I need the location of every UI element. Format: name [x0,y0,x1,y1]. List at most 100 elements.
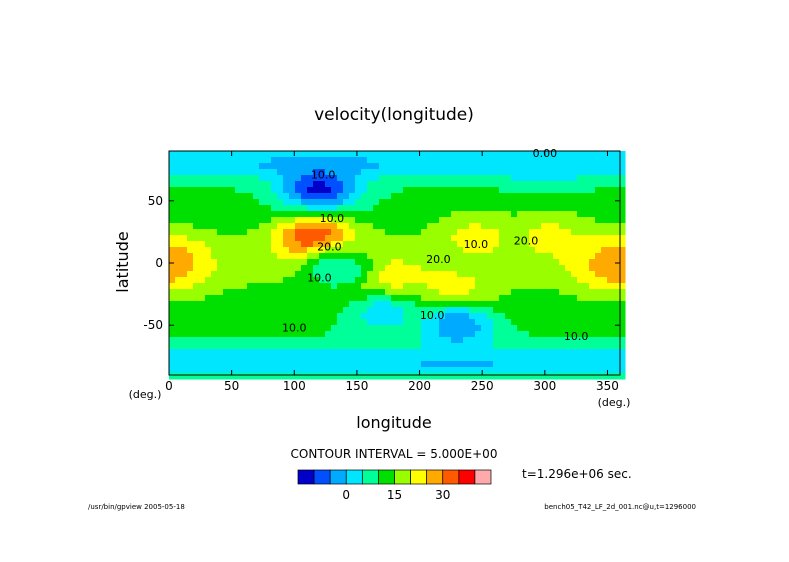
field-cell [187,373,194,380]
field-cell [439,265,446,272]
field-cell [469,289,476,296]
field-cell [475,199,482,206]
field-cell [373,361,380,368]
field-cell [505,331,512,338]
field-cell [583,331,590,338]
field-cell [289,271,296,278]
field-cell [427,367,434,374]
field-cell [361,325,368,332]
field-cell [535,181,542,188]
field-cell [391,187,398,194]
field-cell [583,199,590,206]
field-cell [535,223,542,230]
field-cell [253,199,260,206]
field-cell [271,265,278,272]
field-cell [187,301,194,308]
field-cell [415,181,422,188]
contour-label: 20.0 [514,234,539,247]
field-cell [235,223,242,230]
time-label: t=1.296e+06 sec. [522,467,632,481]
x-axis-unit-right: (deg.) [598,396,631,409]
field-cell [523,187,530,194]
field-cell [253,331,260,338]
field-cell [169,289,176,296]
field-cell [349,283,356,290]
field-cell [541,235,548,242]
field-cell [235,229,242,236]
field-cell [535,217,542,224]
field-cell [421,223,428,230]
field-cell [313,259,320,266]
contour-label: 20.0 [426,253,451,266]
field-cell [379,241,386,248]
field-cell [259,199,266,206]
field-cell [487,187,494,194]
field-cell [601,151,608,158]
field-cell [253,337,260,344]
field-cell [535,247,542,254]
field-cell [403,373,410,380]
field-cell [565,229,572,236]
field-cell [217,235,224,242]
field-cell [241,223,248,230]
field-cell [313,235,320,242]
field-cell [181,367,188,374]
field-cell [343,289,350,296]
field-cell [319,319,326,326]
field-cell [253,313,260,320]
field-cell [385,217,392,224]
field-cell [451,349,458,356]
field-cell [571,229,578,236]
field-cell [517,235,524,242]
field-cell [457,217,464,224]
field-cell [175,235,182,242]
field-cell [421,343,428,350]
field-cell [169,157,176,164]
field-cell [427,355,434,362]
field-cell [241,205,248,212]
field-cell [547,199,554,206]
field-cell [205,319,212,326]
field-cell [193,331,200,338]
field-cell [391,307,398,314]
field-cell [373,367,380,374]
field-cell [193,223,200,230]
field-cell [211,169,218,176]
field-cell [349,259,356,266]
field-cell [247,235,254,242]
field-cell [211,367,218,374]
contour-label: 20.0 [317,241,342,254]
field-cell [505,211,512,218]
field-cell [409,193,416,200]
field-cell [505,265,512,272]
field-cell [307,313,314,320]
field-cell [457,367,464,374]
field-cell [487,247,494,254]
field-cell [355,355,362,362]
field-cell [523,271,530,278]
field-cell [391,301,398,308]
field-cell [409,367,416,374]
field-cell [217,349,224,356]
field-cell [199,361,206,368]
field-cell [415,175,422,182]
field-cell [445,157,452,164]
field-cell [169,361,176,368]
field-cell [301,175,308,182]
field-cell [589,295,596,302]
field-cell [181,253,188,260]
field-cell [409,331,416,338]
field-cell [211,175,218,182]
field-cell [187,325,194,332]
field-cell [421,247,428,254]
field-cell [223,259,230,266]
field-cell [469,313,476,320]
field-cell [397,187,404,194]
field-cell [211,187,218,194]
field-cell [343,295,350,302]
field-cell [577,361,584,368]
field-cell [271,271,278,278]
field-cell [469,325,476,332]
field-cell [403,271,410,278]
